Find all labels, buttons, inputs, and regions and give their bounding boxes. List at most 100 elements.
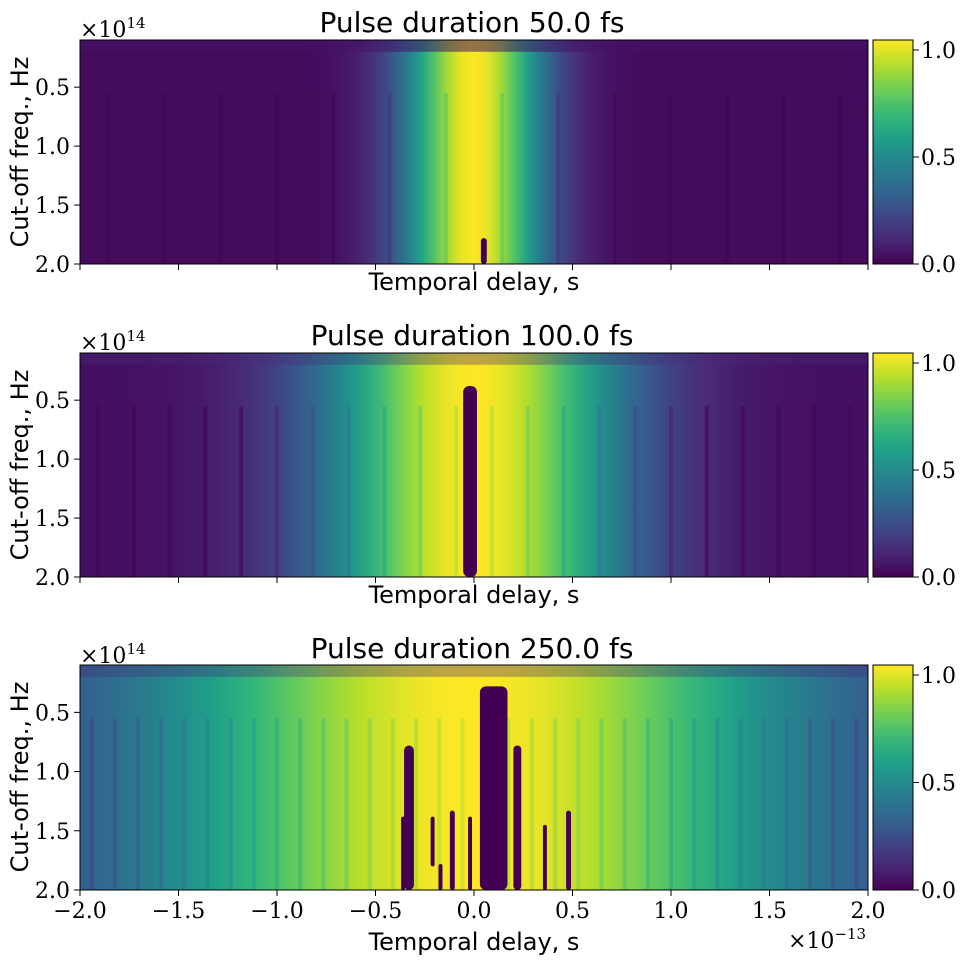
- panel-2-x-label: Temporal delay, s: [368, 581, 580, 609]
- panel-1-y-label: Cut-off freq., Hz: [6, 57, 34, 248]
- colorbar-tick-label: 0.5: [921, 459, 956, 484]
- panel-3-title: Pulse duration 250.0 fs: [311, 632, 634, 665]
- y-tick-label: 2.0: [35, 566, 70, 591]
- heatmap-fringe: [346, 406, 351, 577]
- heatmap-fringe: [218, 93, 223, 264]
- panel-3-heatmap: [80, 665, 868, 890]
- heatmap-fringe: [561, 406, 566, 577]
- colorbar-tick-label: 0.0: [921, 879, 956, 904]
- heatmap-fringe: [437, 718, 442, 890]
- heatmap-fringe: [576, 718, 581, 890]
- y-tick-label: 1.5: [35, 507, 70, 532]
- y-tick-label: 0.5: [35, 76, 70, 101]
- panel-2-heatmap: [80, 353, 868, 577]
- panel-1-x-label: Temporal delay, s: [368, 268, 580, 296]
- heatmap-fringe: [704, 406, 709, 577]
- heatmap-fringe: [112, 718, 117, 890]
- heatmap-fringe: [489, 406, 494, 577]
- heatmap-fringe: [525, 406, 530, 577]
- heatmap-fringe: [382, 406, 387, 577]
- heatmap-fringe: [106, 93, 111, 264]
- heatmap-fringe: [460, 718, 465, 890]
- heatmap-fringe: [275, 93, 279, 264]
- heatmap-fringe: [612, 93, 617, 264]
- heatmap-fringe: [837, 93, 842, 264]
- heatmap-fringe: [776, 406, 781, 577]
- colorbar-tick-label: 0.5: [921, 146, 956, 171]
- heatmap-fringe: [553, 718, 558, 890]
- heatmap-fringe: [715, 718, 720, 890]
- heatmap-fringe: [95, 406, 100, 577]
- heatmap-fringe: [275, 718, 279, 890]
- heatmap-null-region: [491, 830, 496, 890]
- panel-2-y-ticks: 0.5 1.0 1.5 2.0: [35, 389, 80, 591]
- x-tick-label: −1.5: [152, 899, 205, 924]
- heatmap-fringe: [645, 718, 650, 890]
- heatmap-field: [80, 40, 868, 264]
- heatmap-fringe: [275, 406, 279, 577]
- heatmap-fringe: [298, 718, 303, 890]
- colorbar-tick-label: 1.0: [921, 664, 956, 689]
- heatmap-fringe: [390, 718, 395, 890]
- y-tick-label: 0.5: [35, 701, 70, 726]
- heatmap-fringe: [556, 93, 561, 264]
- heatmap-fringe: [725, 93, 730, 264]
- heatmap-fringe: [854, 718, 859, 890]
- heatmap-fringe: [239, 406, 244, 577]
- heatmap-fringe: [414, 718, 419, 890]
- heatmap-fringe: [251, 718, 256, 890]
- x-tick-label: 0.5: [555, 899, 590, 924]
- panel-3-colorbar-gradient: [872, 664, 914, 891]
- heatmap-fringe: [784, 718, 789, 890]
- y-tick-label: 1.0: [35, 448, 70, 473]
- y-tick-label: 1.5: [35, 820, 70, 845]
- panel-3-x-label: Temporal delay, s: [368, 928, 580, 956]
- panel-1-title: Pulse duration 50.0 fs: [319, 6, 624, 39]
- heatmap-fringe: [669, 406, 673, 577]
- y-tick-label: 2.0: [35, 253, 70, 278]
- heatmap-fringe: [131, 406, 136, 577]
- heatmap-fringe: [599, 718, 604, 890]
- heatmap-fringe: [89, 718, 94, 890]
- panel-1-y-ticks: 0.5 1.0 1.5 2.0: [35, 76, 80, 278]
- x-tick-label: 1.5: [752, 899, 787, 924]
- heatmap-fringe: [633, 406, 638, 577]
- heatmap-fringe: [162, 93, 167, 264]
- heatmap-fringe: [228, 718, 233, 890]
- panel-2-x-ticks: [79, 577, 869, 583]
- heatmap-null-region: [566, 810, 572, 890]
- heatmap-fringe: [418, 406, 423, 577]
- heatmap-fringe: [367, 718, 372, 890]
- panel-3-y-label: Cut-off freq., Hz: [6, 682, 34, 873]
- heatmap-null-region: [542, 824, 547, 890]
- y-tick-label: 1.0: [35, 135, 70, 160]
- x-tick-label: 2.0: [851, 899, 886, 924]
- panel-2: Pulse duration 100.0 fs ×1014 0.5 1.0 1.5 2…: [6, 319, 956, 609]
- heatmap-field: [80, 665, 868, 890]
- heatmap-fringe: [387, 93, 392, 264]
- heatmap-fringe: [669, 718, 673, 890]
- y-tick-label: 2.0: [35, 879, 70, 904]
- y-tick-label: 1.5: [35, 194, 70, 219]
- heatmap-fringe: [738, 718, 743, 890]
- heatmap-fringe: [205, 718, 210, 890]
- heatmap-fringe: [310, 406, 315, 577]
- colorbar-tick-label: 0.5: [921, 772, 956, 797]
- panel-2-colorbar-gradient: [872, 352, 914, 578]
- heatmap-fringe: [781, 93, 786, 264]
- heatmap-null-region: [463, 386, 477, 577]
- panel-2-title: Pulse duration 100.0 fs: [311, 319, 634, 352]
- heatmap-fringe: [506, 718, 511, 890]
- colorbar-tick-label: 0.0: [921, 253, 956, 278]
- x-tick-label: −2.0: [53, 899, 106, 924]
- heatmap-fringe: [529, 718, 534, 890]
- heatmap-null-region: [404, 745, 414, 890]
- heatmap-fringe: [808, 718, 813, 890]
- heatmap-null-region: [430, 816, 435, 867]
- heatmap-fringe: [454, 406, 459, 577]
- heatmap-fringe: [443, 93, 448, 264]
- panel-1-heatmap: [80, 40, 868, 264]
- heatmap-fringe: [597, 406, 602, 577]
- heatmap-fringe: [203, 406, 208, 577]
- heatmap-fringe: [167, 406, 172, 577]
